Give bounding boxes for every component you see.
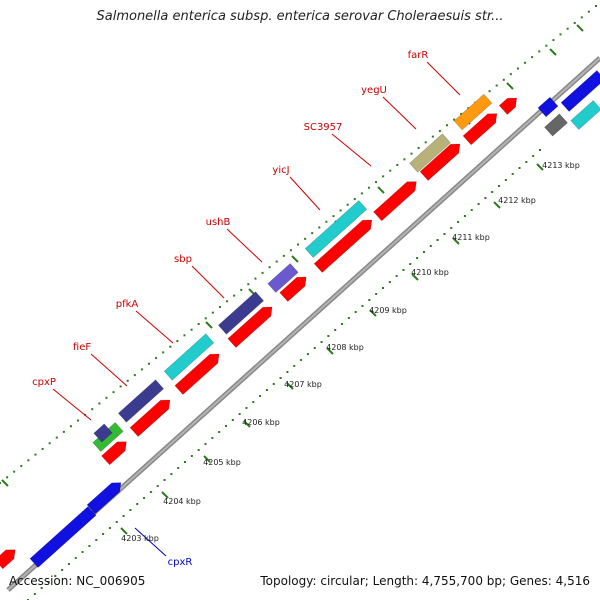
gene-blue-2 [86, 482, 122, 515]
leader-line-sbp [191, 265, 225, 299]
gene-SC3957 [409, 133, 451, 173]
gene-label-sbp: sbp [174, 254, 192, 265]
gene-pfkA [163, 333, 215, 381]
leader-line-yicJ [289, 176, 321, 211]
gene-label-ushB: ushB [206, 217, 231, 228]
gene-red-7 [373, 181, 417, 222]
tick-label: 4210 kbp [411, 268, 449, 277]
tick-label: 4209 kbp [369, 306, 407, 315]
tick-label: 4212 kbp [498, 196, 536, 205]
major-tick-mark [452, 237, 460, 245]
major-tick-mark [203, 455, 211, 463]
gene-red-6 [313, 219, 373, 273]
map-title: Salmonella enterica subsp. enterica sero… [96, 9, 504, 24]
tick-label: 4205 kbp [203, 458, 241, 467]
gene-red-4 [227, 306, 273, 348]
leader-line-cpxP [52, 388, 92, 421]
tick-label: 4211 kbp [452, 233, 490, 242]
major-tick-mark [243, 420, 251, 428]
gene-red-2 [129, 399, 171, 437]
gene-red-8 [419, 143, 461, 181]
leader-line-pfkA [135, 310, 174, 344]
major-tick-mark [411, 273, 419, 281]
major-tick-mark [286, 382, 294, 390]
tick-label: 4203 kbp [121, 534, 159, 543]
gene-cpxR [29, 506, 97, 568]
major-tick-mark [161, 491, 169, 499]
gene-grey [544, 113, 568, 137]
major-tick-mark [326, 347, 334, 355]
gene-fieF [117, 379, 165, 423]
gene-label-farR: farR [408, 50, 429, 61]
gene-red-left [0, 549, 16, 570]
gene-red-3 [174, 353, 220, 395]
leader-line-SC3957 [331, 133, 372, 167]
major-tick-mark [549, 48, 557, 56]
gene-right-cyan [570, 100, 600, 130]
gene-label-SC3957: SC3957 [304, 122, 343, 133]
tick-label: 4206 kbp [242, 418, 280, 427]
gene-yicJ [304, 200, 368, 258]
major-tick-mark [506, 82, 514, 90]
inner-tick-dots [27, 149, 541, 600]
leader-line-farR [426, 61, 461, 96]
gene-label-yegU: yegU [361, 85, 387, 96]
gene-upper-blue-2 [560, 70, 600, 112]
leader-line-cpxR [134, 527, 167, 557]
gene-yegU [453, 93, 493, 131]
major-tick-mark [493, 201, 501, 209]
major-tick-mark [576, 24, 584, 32]
tick-label: 4208 kbp [326, 343, 364, 352]
major-tick-mark [536, 163, 544, 171]
topology-text: Topology: circular; Length: 4,755,700 bp… [260, 574, 590, 588]
gene-ushB [267, 263, 299, 293]
tick-label: 4204 kbp [163, 497, 201, 506]
gene-sbp [217, 291, 265, 335]
gene-upper-blue-1 [537, 96, 559, 118]
gene-label-cpxR: cpxR [168, 557, 193, 568]
gene-red-5 [279, 276, 307, 302]
major-tick-mark [377, 186, 385, 194]
major-tick-mark [120, 527, 128, 535]
gene-red-9 [462, 113, 498, 146]
major-tick-mark [291, 255, 299, 263]
gene-label-yicJ: yicJ [272, 165, 289, 176]
accession-text: Accession: NC_006905 [9, 574, 146, 588]
major-tick-mark [369, 309, 377, 317]
leader-line-fieF [90, 353, 128, 387]
gene-label-fieF: fieF [73, 342, 91, 353]
leader-line-yegU [382, 96, 417, 130]
major-tick-mark [205, 321, 213, 329]
gene-label-cpxP: cpxP [32, 377, 56, 388]
tick-label: 4213 kbp [542, 161, 580, 170]
gene-cpxP-hydrophobic [93, 423, 113, 443]
gene-label-pfkA: pfkA [116, 299, 139, 310]
major-tick-mark [1, 479, 9, 487]
gene-farR [498, 97, 518, 115]
tick-label: 4207 kbp [284, 380, 322, 389]
gene-red-1 [101, 441, 127, 466]
leader-line-ushB [226, 228, 263, 263]
outer-tick-dots [0, 5, 597, 484]
